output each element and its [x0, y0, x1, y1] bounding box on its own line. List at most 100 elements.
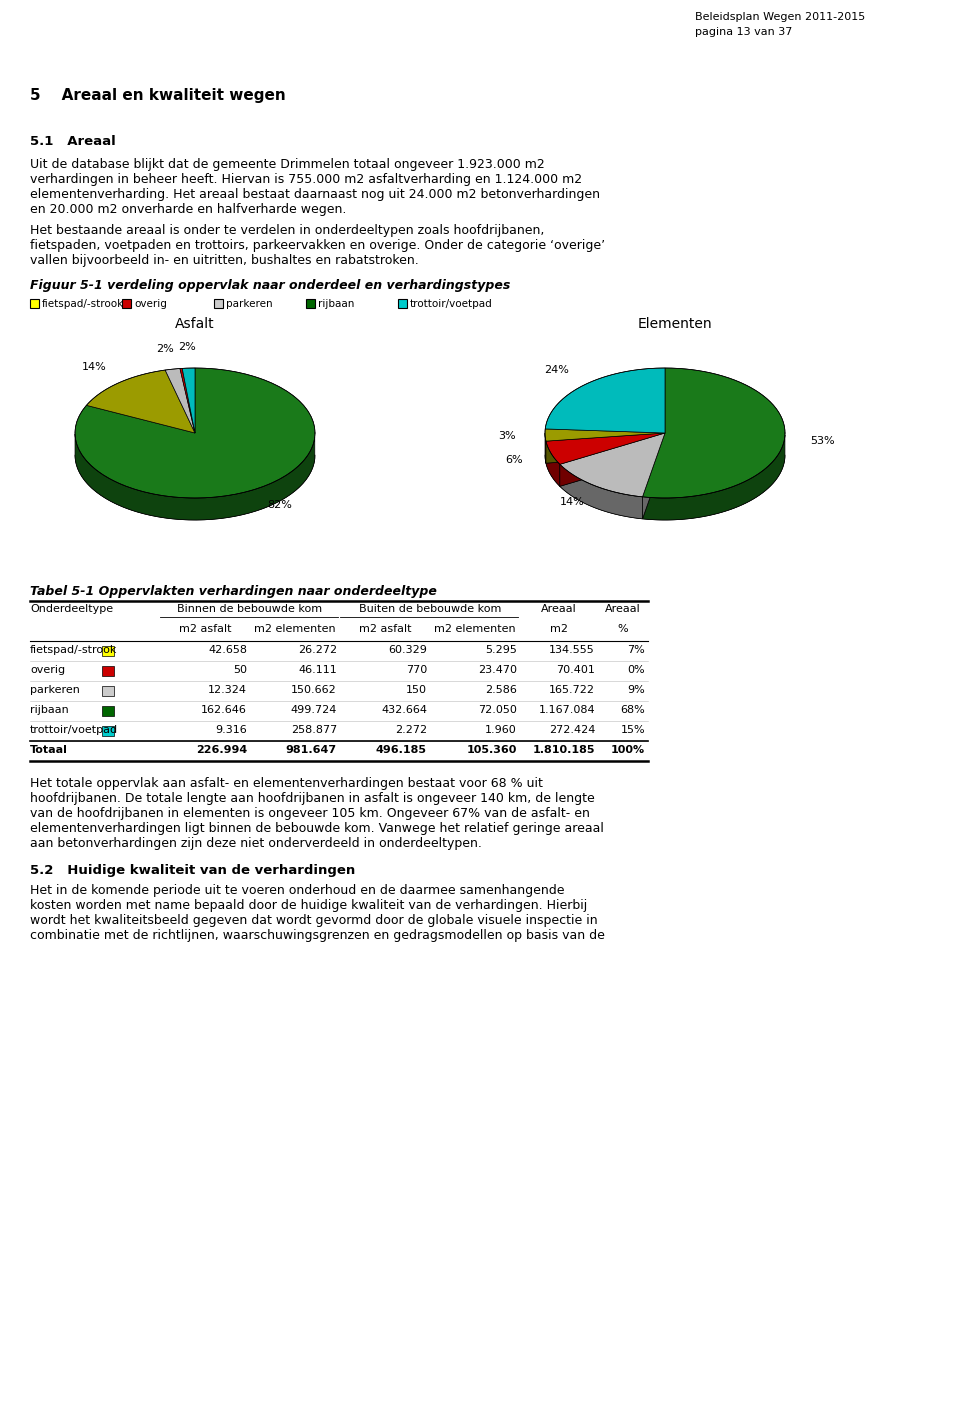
- Text: 53%: 53%: [810, 435, 835, 445]
- Text: Het in de komende periode uit te voeren onderhoud en de daarmee samenhangende: Het in de komende periode uit te voeren …: [30, 884, 564, 896]
- Text: 9.316: 9.316: [215, 724, 247, 736]
- Text: Het bestaande areaal is onder te verdelen in onderdeeltypen zoals hoofdrijbanen,: Het bestaande areaal is onder te verdele…: [30, 223, 544, 238]
- Polygon shape: [560, 464, 642, 519]
- Text: Totaal: Totaal: [30, 746, 68, 756]
- Text: 70.401: 70.401: [556, 665, 595, 675]
- Text: parkeren: parkeren: [226, 299, 273, 309]
- Text: parkeren: parkeren: [30, 684, 80, 694]
- Text: m2 elementen: m2 elementen: [434, 625, 516, 635]
- Polygon shape: [546, 433, 665, 462]
- Polygon shape: [75, 369, 315, 498]
- Text: 272.424: 272.424: [548, 724, 595, 736]
- Text: 150: 150: [406, 684, 427, 694]
- Text: 770: 770: [406, 665, 427, 675]
- Text: 23.470: 23.470: [478, 665, 517, 675]
- Polygon shape: [75, 455, 315, 519]
- Text: 3%: 3%: [498, 431, 516, 441]
- Text: 15%: 15%: [620, 724, 645, 736]
- Text: Elementen: Elementen: [637, 317, 712, 332]
- Text: Uit de database blijkt dat de gemeente Drimmelen totaal ongeveer 1.923.000 m2: Uit de database blijkt dat de gemeente D…: [30, 158, 544, 171]
- Text: 9%: 9%: [627, 684, 645, 694]
- Text: Figuur 5-1 verdeling oppervlak naar onderdeel en verhardingstypes: Figuur 5-1 verdeling oppervlak naar onde…: [30, 279, 511, 292]
- Bar: [102, 686, 114, 696]
- Text: 2.586: 2.586: [485, 684, 517, 694]
- Text: Binnen de bebouwde kom: Binnen de bebouwde kom: [178, 603, 323, 613]
- Text: m2: m2: [550, 625, 568, 635]
- Bar: [398, 299, 407, 307]
- Text: 14%: 14%: [82, 361, 107, 371]
- Text: pagina 13 van 37: pagina 13 van 37: [695, 27, 792, 37]
- Polygon shape: [642, 369, 785, 498]
- Text: Areaal: Areaal: [541, 603, 577, 613]
- Text: 2.272: 2.272: [395, 724, 427, 736]
- Bar: [102, 726, 114, 736]
- Text: 258.877: 258.877: [291, 724, 337, 736]
- Text: 68%: 68%: [620, 704, 645, 714]
- Text: 1.810.185: 1.810.185: [533, 746, 595, 756]
- Text: 24%: 24%: [544, 366, 569, 376]
- Text: hoofdrijbanen. De totale lengte aan hoofdrijbanen in asfalt is ongeveer 140 km, : hoofdrijbanen. De totale lengte aan hoof…: [30, 793, 595, 805]
- Text: rijbaan: rijbaan: [318, 299, 354, 309]
- Text: kosten worden met name bepaald door de huidige kwaliteit van de verhardingen. Hi: kosten worden met name bepaald door de h…: [30, 899, 588, 912]
- Polygon shape: [86, 370, 195, 433]
- Text: 6%: 6%: [506, 454, 523, 464]
- Text: 2%: 2%: [156, 344, 174, 354]
- Text: 0%: 0%: [628, 665, 645, 675]
- Polygon shape: [546, 433, 665, 462]
- Text: 226.994: 226.994: [196, 746, 247, 756]
- Text: trottoir/voetpad: trottoir/voetpad: [410, 299, 492, 309]
- Text: 496.185: 496.185: [376, 746, 427, 756]
- Text: m2 elementen: m2 elementen: [254, 625, 336, 635]
- Text: 162.646: 162.646: [202, 704, 247, 714]
- Polygon shape: [642, 433, 665, 519]
- Polygon shape: [560, 433, 665, 497]
- Text: Tabel 5-1 Oppervlakten verhardingen naar onderdeeltype: Tabel 5-1 Oppervlakten verhardingen naar…: [30, 585, 437, 598]
- Polygon shape: [180, 369, 195, 433]
- Text: elementenverhardingen ligt binnen de bebouwde kom. Vanwege het relatief geringe : elementenverhardingen ligt binnen de beb…: [30, 822, 604, 835]
- Text: 50: 50: [233, 665, 247, 675]
- Bar: [122, 299, 131, 307]
- Text: 1.960: 1.960: [485, 724, 517, 736]
- Polygon shape: [560, 433, 665, 487]
- Text: fietspad/-strook: fietspad/-strook: [30, 645, 117, 655]
- Text: elementenverharding. Het areaal bestaat daarnaast nog uit 24.000 m2 betonverhard: elementenverharding. Het areaal bestaat …: [30, 188, 600, 201]
- Bar: [306, 299, 315, 307]
- Text: 150.662: 150.662: [291, 684, 337, 694]
- Polygon shape: [642, 433, 665, 519]
- Text: %: %: [617, 625, 628, 635]
- Text: combinatie met de richtlijnen, waarschuwingsgrenzen en gedragsmodellen op basis : combinatie met de richtlijnen, waarschuw…: [30, 929, 605, 942]
- Text: 981.647: 981.647: [286, 746, 337, 756]
- Polygon shape: [545, 428, 665, 441]
- Text: 72.050: 72.050: [478, 704, 517, 714]
- Text: Areaal: Areaal: [605, 603, 641, 613]
- Text: Het totale oppervlak aan asfalt- en elementenverhardingen bestaat voor 68 % uit: Het totale oppervlak aan asfalt- en elem…: [30, 777, 542, 790]
- Text: m2 asfalt: m2 asfalt: [359, 625, 411, 635]
- Text: 100%: 100%: [611, 746, 645, 756]
- Text: overig: overig: [134, 299, 167, 309]
- Text: 14%: 14%: [560, 498, 585, 508]
- Bar: [30, 299, 39, 307]
- Text: Onderdeeltype: Onderdeeltype: [30, 603, 113, 613]
- Text: 7%: 7%: [627, 645, 645, 655]
- Text: 12.324: 12.324: [208, 684, 247, 694]
- Bar: [214, 299, 223, 307]
- Bar: [102, 646, 114, 656]
- Polygon shape: [165, 369, 195, 433]
- Text: 5.2   Huidige kwaliteit van de verhardingen: 5.2 Huidige kwaliteit van de verhardinge…: [30, 864, 355, 877]
- Polygon shape: [545, 455, 785, 519]
- Polygon shape: [75, 434, 315, 519]
- Text: fietspad/-strook: fietspad/-strook: [42, 299, 124, 309]
- Text: 432.664: 432.664: [381, 704, 427, 714]
- Polygon shape: [546, 433, 665, 464]
- Text: Beleidsplan Wegen 2011-2015: Beleidsplan Wegen 2011-2015: [695, 11, 865, 21]
- Text: rijbaan: rijbaan: [30, 704, 69, 714]
- Text: vallen bijvoorbeeld in- en uitritten, bushaltes en rabatstroken.: vallen bijvoorbeeld in- en uitritten, bu…: [30, 253, 419, 268]
- Text: 46.111: 46.111: [299, 665, 337, 675]
- Text: 5.1   Areaal: 5.1 Areaal: [30, 135, 116, 148]
- Text: m2 asfalt: m2 asfalt: [179, 625, 231, 635]
- Text: 1.167.084: 1.167.084: [539, 704, 595, 714]
- Text: 5    Areaal en kwaliteit wegen: 5 Areaal en kwaliteit wegen: [30, 88, 286, 102]
- Text: overig: overig: [30, 665, 65, 675]
- Polygon shape: [642, 435, 785, 519]
- Polygon shape: [545, 369, 665, 433]
